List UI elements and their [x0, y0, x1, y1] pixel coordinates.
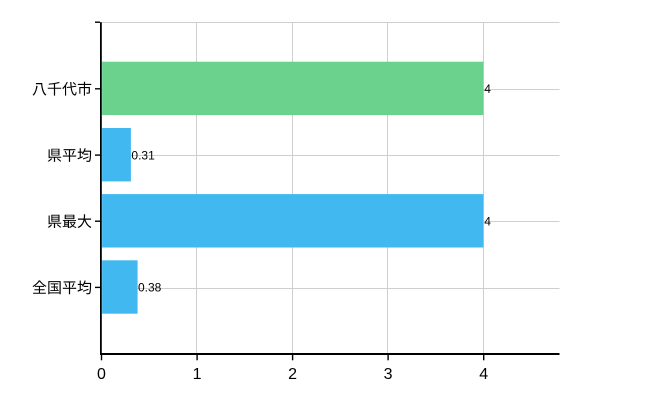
- svg-text:4: 4: [479, 366, 488, 383]
- svg-text:2: 2: [288, 366, 297, 383]
- svg-text:0.31: 0.31: [131, 148, 155, 162]
- svg-text:0: 0: [97, 366, 106, 383]
- svg-text:0.38: 0.38: [138, 281, 162, 295]
- svg-text:1: 1: [193, 366, 202, 383]
- svg-text:4: 4: [484, 214, 491, 228]
- svg-text:4: 4: [484, 82, 491, 96]
- svg-text:3: 3: [384, 366, 393, 383]
